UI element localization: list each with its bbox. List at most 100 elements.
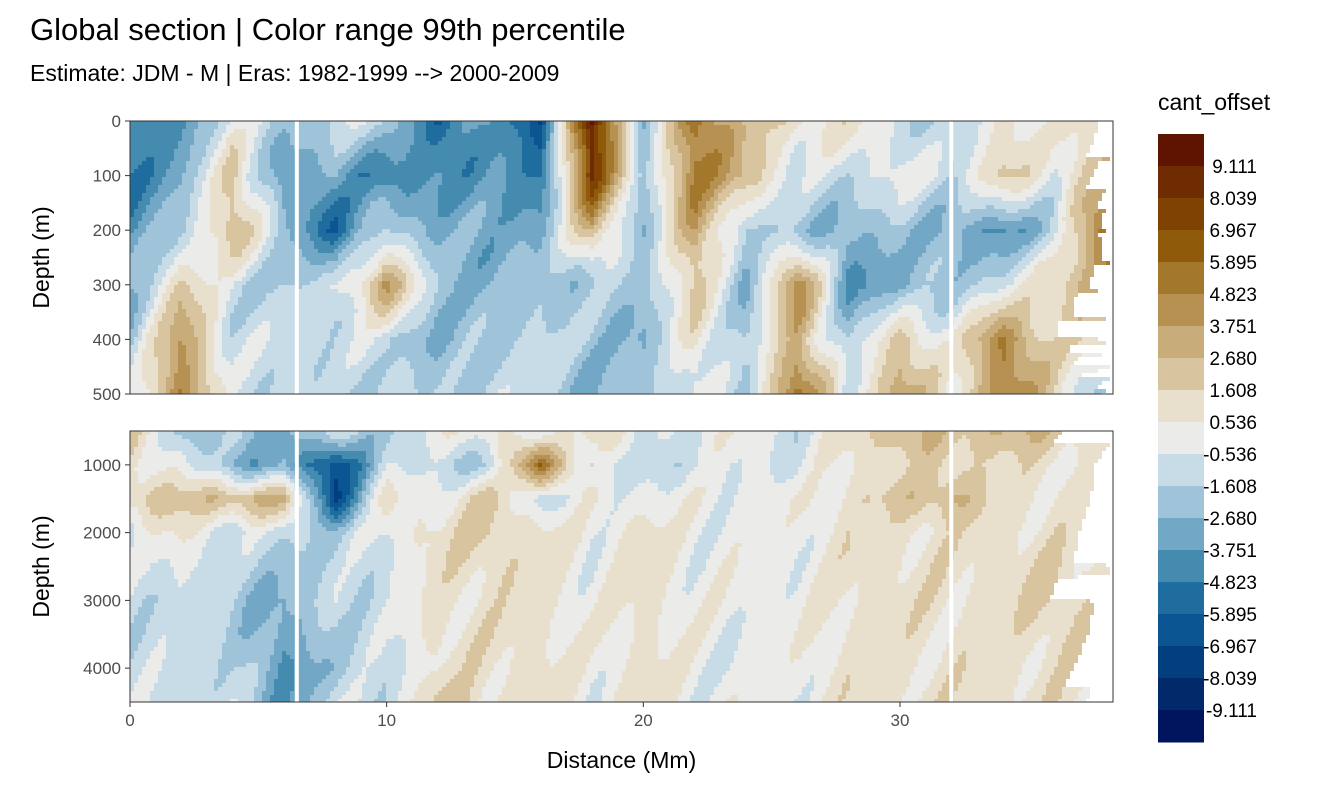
contour-cell bbox=[458, 277, 494, 281]
contour-cell bbox=[730, 161, 742, 165]
contour-cell bbox=[190, 205, 198, 209]
contour-cell bbox=[638, 145, 650, 149]
contour-cell bbox=[710, 225, 718, 229]
contour-cell bbox=[838, 365, 846, 369]
contour-cell bbox=[190, 241, 218, 245]
contour-cell bbox=[786, 349, 802, 353]
contour-cell bbox=[474, 165, 490, 169]
contour-cell bbox=[678, 221, 686, 225]
contour-cell bbox=[194, 221, 210, 225]
contour-cell bbox=[1066, 189, 1074, 193]
contour-cell bbox=[414, 125, 426, 129]
contour-cell bbox=[170, 329, 194, 333]
contour-cell bbox=[350, 269, 374, 273]
contour-cell bbox=[554, 229, 558, 233]
contour-cell bbox=[610, 209, 618, 213]
contour-cell bbox=[1058, 209, 1066, 213]
contour-cell bbox=[926, 273, 934, 277]
contour-cell bbox=[666, 121, 674, 125]
contour-cell bbox=[666, 205, 674, 209]
contour-cell bbox=[750, 293, 754, 297]
contour-cell bbox=[798, 467, 814, 471]
contour-cell bbox=[522, 157, 542, 161]
contour-cell bbox=[1082, 173, 1094, 177]
contour-cell bbox=[350, 157, 362, 161]
contour-cell bbox=[1050, 153, 1078, 157]
contour-cell bbox=[374, 341, 390, 345]
contour-cell bbox=[754, 309, 762, 313]
contour-cell bbox=[714, 439, 726, 443]
contour-cell bbox=[378, 149, 410, 153]
contour-cell bbox=[522, 329, 546, 333]
contour-cell bbox=[558, 455, 566, 459]
contour-cell bbox=[586, 125, 594, 129]
contour-cell bbox=[590, 353, 614, 357]
contour-cell bbox=[1066, 281, 1078, 285]
contour-cell bbox=[562, 177, 566, 181]
contour-cell bbox=[698, 265, 722, 269]
contour-cell bbox=[346, 245, 358, 249]
contour-cell bbox=[246, 129, 258, 133]
contour-cell bbox=[750, 321, 762, 325]
contour-cell bbox=[830, 269, 838, 273]
contour-cell bbox=[490, 443, 498, 447]
contour-cell bbox=[694, 161, 722, 165]
contour-cell bbox=[614, 169, 618, 173]
contour-cell bbox=[454, 333, 466, 337]
contour-cell bbox=[962, 209, 970, 213]
contour-cell bbox=[862, 317, 886, 321]
contour-cell bbox=[734, 277, 742, 281]
contour-cell bbox=[382, 273, 394, 277]
contour-cell bbox=[746, 333, 762, 337]
contour-cell bbox=[854, 459, 910, 463]
contour-cell bbox=[750, 373, 758, 377]
contour-cell bbox=[366, 317, 394, 321]
contour-cell bbox=[378, 483, 386, 487]
contour-cell bbox=[326, 173, 338, 177]
contour-cell bbox=[630, 491, 666, 495]
contour-cell bbox=[358, 431, 394, 435]
contour-cell bbox=[762, 305, 770, 309]
contour-cell bbox=[826, 381, 834, 385]
contour-cell bbox=[742, 471, 770, 475]
contour-cell bbox=[318, 225, 330, 229]
contour-cell bbox=[626, 201, 638, 205]
contour-cell bbox=[370, 297, 378, 301]
contour-cell bbox=[410, 265, 418, 269]
contour-cell bbox=[778, 261, 810, 265]
contour-cell bbox=[786, 353, 802, 357]
contour-cell bbox=[1030, 467, 1046, 471]
contour-cell bbox=[670, 353, 702, 357]
contour-cell bbox=[462, 261, 478, 265]
contour-cell bbox=[910, 277, 926, 281]
contour-cell bbox=[410, 309, 430, 313]
contour-cell bbox=[590, 349, 618, 353]
contour-cell bbox=[850, 265, 862, 269]
contour-cell bbox=[622, 193, 630, 197]
contour-cell bbox=[542, 317, 570, 321]
contour-cell bbox=[690, 161, 694, 165]
contour-cell bbox=[710, 317, 714, 321]
contour-cell bbox=[790, 385, 814, 389]
contour-cell bbox=[914, 269, 930, 273]
contour-cell bbox=[402, 467, 454, 471]
contour-cell bbox=[470, 471, 486, 475]
contour-cell bbox=[826, 337, 866, 341]
contour-cell bbox=[1062, 487, 1094, 491]
contour-cell bbox=[162, 281, 170, 285]
contour-cell bbox=[154, 317, 162, 321]
contour-cell bbox=[814, 455, 838, 459]
contour-cell bbox=[170, 365, 178, 369]
contour-cell bbox=[846, 293, 858, 297]
contour-cell bbox=[838, 301, 846, 305]
contour-cell bbox=[578, 141, 582, 145]
contour-cell bbox=[1042, 225, 1050, 229]
contour-cell bbox=[682, 281, 694, 285]
contour-cell bbox=[626, 125, 630, 129]
contour-cell bbox=[926, 197, 958, 201]
contour-cell bbox=[750, 325, 762, 329]
contour-cell bbox=[130, 181, 150, 185]
contour-cell bbox=[834, 229, 910, 233]
contour-cell bbox=[662, 169, 674, 173]
contour-cell bbox=[582, 153, 586, 157]
